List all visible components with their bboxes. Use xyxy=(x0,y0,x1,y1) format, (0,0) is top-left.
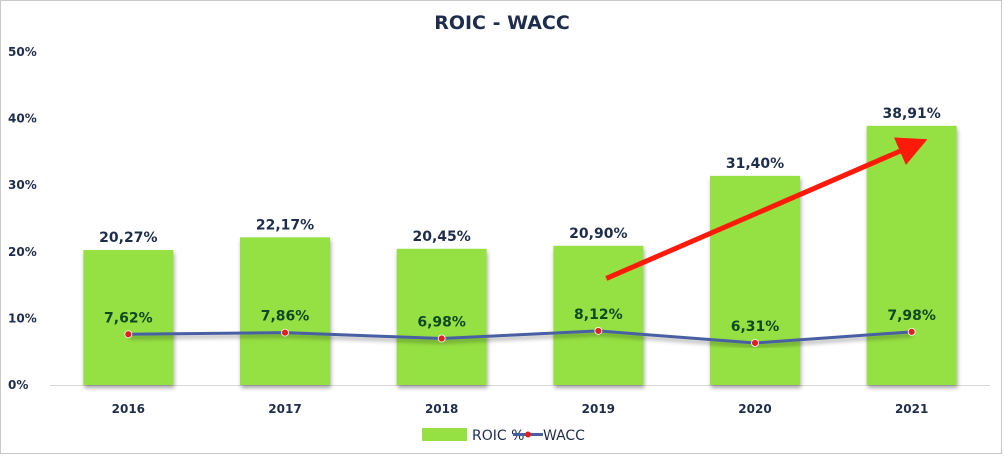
roic-bar xyxy=(396,248,487,385)
roic-bar xyxy=(240,237,330,385)
roic-bar-label: 38,91% xyxy=(883,106,941,122)
roic-bar-label: 20,27% xyxy=(99,230,157,246)
wacc-point xyxy=(907,327,916,336)
x-axis: 2016 2017 2018 2019 2020 2021 xyxy=(112,402,929,416)
wacc-data-label: 6,98% xyxy=(417,315,466,331)
legend-swatch-roic xyxy=(422,428,467,441)
x-tick-label: 2016 xyxy=(112,402,145,416)
wacc-data-label: 7,86% xyxy=(261,309,310,325)
x-tick-label: 2019 xyxy=(582,402,615,416)
legend-marker-wacc xyxy=(525,431,531,438)
roic-bar xyxy=(83,250,174,385)
roic-bar-label: 31,40% xyxy=(726,156,784,172)
y-tick-label: 10% xyxy=(8,311,37,325)
wacc-point xyxy=(124,330,133,339)
x-tick-label: 2018 xyxy=(425,402,458,416)
wacc-line xyxy=(128,329,912,345)
y-axis: 0% 10% 20% 30% 40% 50% xyxy=(8,45,37,392)
wacc-point xyxy=(594,327,603,335)
wacc-line-series: 7,62% 7,86% 6,98% 8,12% 6,31% 7,98% xyxy=(104,307,936,347)
y-tick-label: 0% xyxy=(8,378,28,392)
roic-bar-label: 22,17% xyxy=(256,217,314,233)
trend-arrow xyxy=(605,137,928,281)
wacc-data-label: 7,98% xyxy=(887,308,936,324)
roic-bar xyxy=(710,175,800,385)
x-tick-label: 2020 xyxy=(738,402,771,416)
y-tick-label: 40% xyxy=(8,112,37,126)
roic-bar xyxy=(866,125,957,385)
x-tick-label: 2017 xyxy=(268,402,301,416)
y-tick-label: 20% xyxy=(8,245,37,259)
roic-data-labels: 20,27% 22,17% 20,45% 20,90% 31,40% 38,91% xyxy=(99,106,941,246)
roic-bar-label: 20,90% xyxy=(569,226,627,242)
y-tick-label: 30% xyxy=(8,178,37,192)
wacc-data-label: 7,62% xyxy=(104,310,153,326)
wacc-data-label: 8,12% xyxy=(574,307,623,323)
trend-arrow-line xyxy=(605,137,928,281)
chart-title: ROIC - WACC xyxy=(434,12,570,34)
wacc-point xyxy=(751,339,759,347)
legend-label-roic: ROIC % xyxy=(472,428,524,444)
x-tick-label: 2021 xyxy=(895,402,928,416)
wacc-data-label: 6,31% xyxy=(731,319,780,335)
wacc-point xyxy=(281,328,289,337)
wacc-point xyxy=(437,334,446,343)
legend: ROIC % WACC xyxy=(422,428,585,444)
roic-bars xyxy=(83,125,957,385)
legend-label-wacc: WACC xyxy=(543,428,585,444)
y-tick-label: 50% xyxy=(8,45,37,59)
roic-bar-label: 20,45% xyxy=(413,229,471,245)
